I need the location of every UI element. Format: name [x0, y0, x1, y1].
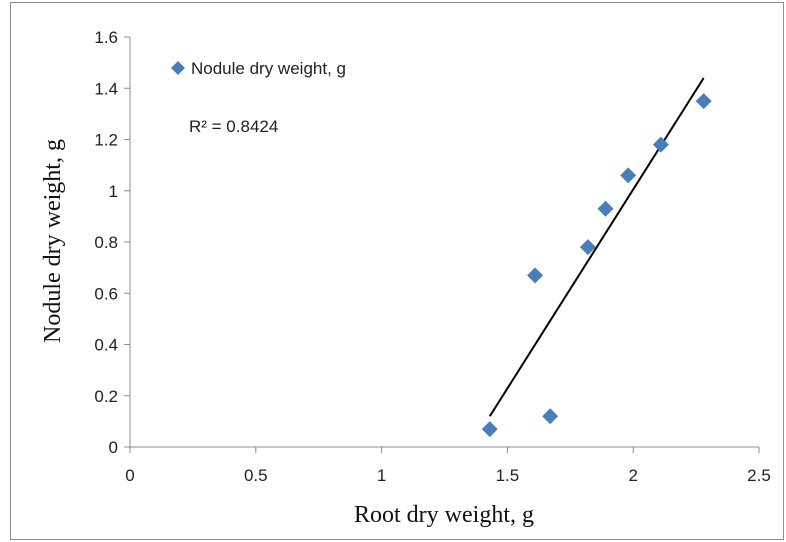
y-tick-labels: 0 0.2 0.4 0.6 0.8 1 1.2 1.4 1.6	[94, 28, 130, 457]
data-point	[597, 200, 614, 217]
x-tick-label: 2.5	[747, 466, 771, 485]
data-point	[695, 93, 712, 110]
x-tick-label: 2	[628, 466, 637, 485]
x-axis-title: Root dry weight, g	[354, 502, 534, 528]
y-tick-label: 1.4	[94, 79, 118, 98]
data-point	[542, 408, 559, 425]
y-tick-label: 1.2	[94, 131, 118, 150]
x-tick-labels: 0 0.5 1 1.5 2 2.5	[125, 447, 771, 485]
y-tick-label: 0.8	[94, 233, 118, 252]
data-point	[481, 421, 498, 438]
data-points	[481, 93, 712, 438]
axes	[129, 37, 759, 448]
data-point	[620, 167, 637, 184]
x-tick-label: 0	[125, 466, 134, 485]
chart-frame	[10, 2, 784, 540]
r-squared-annotation: R² = 0.8424	[189, 117, 278, 136]
y-axis-title: Nodule dry weight, g	[40, 139, 66, 343]
x-tick-label: 1	[377, 466, 386, 485]
y-tick-label: 1	[109, 182, 118, 201]
linear-trendline	[488, 77, 705, 417]
y-tick-label: 0.6	[94, 284, 118, 303]
x-tick-label: 1.5	[496, 466, 520, 485]
trendline-layer	[488, 77, 705, 417]
legend-marker-diamond	[171, 61, 185, 75]
legend: Nodule dry weight, g	[171, 59, 346, 78]
data-point	[652, 136, 669, 153]
legend-label: Nodule dry weight, g	[191, 59, 346, 78]
y-tick-label: 0.2	[94, 387, 118, 406]
y-tick-label: 0.4	[94, 336, 118, 355]
y-tick-label: 1.6	[94, 28, 118, 47]
data-point	[579, 239, 596, 256]
y-tick-label: 0	[109, 438, 118, 457]
data-point	[527, 267, 544, 284]
x-tick-label: 0.5	[244, 466, 268, 485]
